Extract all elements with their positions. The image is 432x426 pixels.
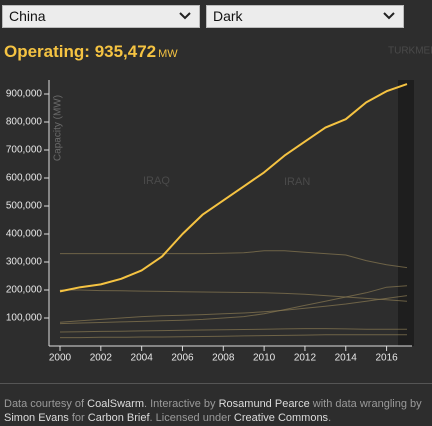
footer-text: .	[328, 412, 332, 424]
y-tick-label: 300,000	[6, 257, 43, 268]
x-tick-label: 2010	[253, 353, 276, 364]
x-tick-label: 2014	[335, 353, 358, 364]
country-select[interactable]: China	[2, 5, 200, 28]
series-line	[59, 295, 408, 323]
footer-link[interactable]: Creative Commons	[233, 412, 329, 424]
x-tick-label: 2004	[131, 353, 154, 364]
footer-text: for	[68, 412, 88, 424]
footer-link[interactable]: CoalSwarm	[87, 398, 145, 410]
footer-text: . Licensed under	[149, 412, 234, 424]
x-tick-label: 2000	[49, 353, 72, 364]
map-label: IRAQ	[143, 175, 170, 187]
chevron	[383, 12, 395, 20]
y-tick-label: 500,000	[6, 201, 43, 212]
operating-header: Operating: 935,472 MW	[4, 42, 178, 62]
x-tick-label: 2008	[212, 353, 235, 364]
x-tick-label: 2016	[375, 353, 398, 364]
y-tick-label: 100,000	[6, 313, 43, 324]
map-label: IRAN	[284, 176, 310, 188]
footer: Data courtesy of CoalSwarm. Interactive …	[4, 397, 432, 425]
operating-unit: MW	[158, 48, 178, 60]
x-tick-label: 2006	[171, 353, 194, 364]
series-line	[60, 334, 407, 339]
theme-value: Dark	[213, 8, 243, 24]
y-tick-label: 400,000	[6, 229, 43, 240]
footer-link[interactable]: Simon Evans	[4, 412, 69, 424]
operating-label: Operating:	[4, 42, 90, 61]
series-line	[60, 250, 408, 269]
operating-value: 935,472	[94, 42, 157, 61]
y-tick-label: 600,000	[6, 173, 43, 184]
theme-select[interactable]: Dark	[206, 5, 404, 28]
y-tick-label: 200,000	[6, 285, 43, 296]
series-line	[59, 285, 408, 325]
series-line	[59, 83, 408, 293]
footer-text: Data courtesy of	[4, 398, 88, 410]
country-value: China	[9, 8, 46, 24]
y-tick-label: 700,000	[6, 145, 43, 156]
divider	[0, 383, 432, 384]
y-axis-label: Capacity (MW)	[53, 95, 64, 161]
hover-band	[398, 80, 414, 346]
x-tick-label: 2002	[90, 353, 113, 364]
series-line	[60, 289, 408, 302]
map-label: TURKMENIST	[388, 46, 432, 57]
y-tick-label: 800,000	[6, 117, 43, 128]
footer-link[interactable]: Rosamund Pearce	[218, 398, 310, 410]
footer-link[interactable]: Carbon Brief	[87, 412, 150, 424]
chevron	[179, 12, 191, 20]
series-line	[59, 328, 407, 333]
x-tick-label: 2012	[294, 353, 317, 364]
footer-text: with data wrangling by	[309, 398, 422, 410]
y-tick-label: 900,000	[6, 89, 43, 100]
footer-text: . Interactive by	[144, 398, 219, 410]
